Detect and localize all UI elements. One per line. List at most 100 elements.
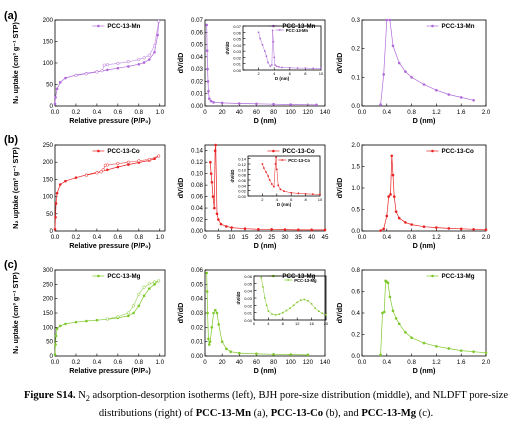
plot-frame — [361, 144, 487, 232]
legend-label: PCC-13-Mg — [107, 273, 140, 280]
x-tick-label: 45 — [322, 234, 329, 241]
x-tick-label: 0.4 — [93, 234, 102, 241]
data-point — [382, 227, 386, 231]
legend-label: PCC-13-Mn — [107, 23, 140, 30]
data-point — [257, 227, 260, 231]
x-tick-label: 2.0 — [482, 109, 491, 116]
data-point — [137, 159, 141, 163]
x-tick-label: 20 — [219, 109, 226, 116]
data-point — [315, 103, 318, 107]
inset-y-axis-label: dV/dD — [236, 291, 241, 305]
data-point — [391, 44, 395, 48]
x-tick-label: 0.8 — [407, 359, 416, 366]
y-tick-label: 0.0 — [351, 103, 360, 110]
data-point — [317, 310, 320, 313]
data-point — [285, 309, 288, 312]
x-tick-label: 0 — [203, 109, 207, 116]
data-point — [58, 183, 62, 186]
x-tick-label: 0 — [203, 359, 207, 366]
y-tick-label: 0.03 — [191, 66, 204, 73]
x-tick-label: 0 — [253, 321, 256, 326]
data-point — [214, 143, 217, 147]
data-point — [127, 163, 130, 166]
data-point — [220, 101, 224, 105]
x-tick-label: 1.0 — [155, 234, 164, 241]
data-point — [84, 72, 88, 76]
data-point — [267, 61, 269, 64]
data-point — [142, 294, 146, 298]
data-point — [209, 99, 213, 103]
data-point — [290, 191, 293, 194]
legend-label: PCC-13-Mn — [286, 28, 309, 33]
data-point — [58, 324, 62, 328]
data-point — [484, 228, 488, 232]
data-point — [54, 96, 57, 99]
data-point — [387, 195, 390, 198]
inset-x-axis-label: D (nm) — [275, 76, 290, 81]
data-point — [207, 337, 210, 341]
y-tick-label: 0.01 — [244, 311, 253, 316]
data-point — [394, 317, 398, 320]
x-tick-label: 20 — [255, 234, 262, 241]
data-point — [268, 179, 271, 181]
data-point — [270, 227, 273, 231]
data-point — [281, 311, 284, 314]
y-tick-label: 0.08 — [238, 173, 247, 178]
x-tick-label: 0.8 — [135, 234, 144, 241]
data-point — [142, 285, 146, 289]
x-tick-label: 60 — [253, 109, 260, 116]
data-point — [225, 225, 228, 228]
data-point — [275, 168, 278, 171]
data-point — [210, 180, 214, 184]
panel-c-nldft: 0.0 0.4 0.8 1.2 1.6 2.00.00.20.40.60.8D (nm)d… — [335, 267, 491, 375]
y-tick-label: 150 — [43, 310, 54, 317]
data-point — [132, 311, 135, 315]
panel-a-nldft: 0.0 0.4 0.8 1.2 1.6 2.0 0.0 0.1 0.2 0.3 D (nm) dV/d… — [335, 17, 491, 125]
data-point — [265, 55, 268, 58]
x-tick-label: 20 — [219, 359, 226, 366]
x-tick-label: 12 — [295, 321, 300, 326]
plot-frame — [242, 25, 322, 71]
y-tick-label: 0.02 — [244, 303, 253, 308]
x-tick-label: 0.6 — [114, 359, 123, 366]
x-tick-label: 16 — [309, 321, 314, 326]
panel-c-bjh-inset: 0 4 8 12 16 20 0.00 0.01 0.02 0.03 0.04 0.05 0.06 dV/… — [236, 274, 329, 326]
data-point — [206, 311, 209, 315]
x-tick-label: 8 — [304, 197, 307, 202]
y-tick-label: 0.05 — [233, 37, 242, 42]
data-point — [74, 176, 78, 179]
data-point — [100, 69, 104, 73]
x-axis-label: D (nm) — [254, 366, 277, 375]
y-tick-label: 0.1 — [351, 74, 360, 81]
data-point — [270, 183, 273, 185]
data-point — [54, 343, 57, 346]
legend-label: PCC-13-Mn — [282, 23, 315, 30]
data-point — [272, 40, 275, 43]
data-point — [262, 167, 265, 169]
y-tick-label: 0.2 — [351, 46, 360, 53]
data-point — [484, 351, 488, 355]
series-line-adsorption — [54, 155, 159, 230]
data-point — [385, 214, 389, 218]
data-point — [265, 171, 267, 173]
y-axis-label: dV/dD — [176, 53, 185, 74]
data-point — [410, 76, 413, 79]
caption-part-4: (a), — [251, 408, 271, 420]
x-tick-label: 0.4 — [382, 359, 391, 366]
data-point — [237, 351, 241, 355]
data-point — [207, 89, 210, 93]
data-point — [422, 83, 426, 86]
x-axis-label: Relative pressure (P/P₀) — [69, 241, 151, 250]
legend-swatch-marker — [272, 149, 275, 153]
y-tick-label: 300 — [43, 267, 54, 274]
series-line-0 — [260, 277, 327, 316]
y-tick-label: 50 — [46, 82, 53, 89]
data-point — [147, 53, 151, 57]
data-point — [303, 298, 306, 301]
data-point — [319, 193, 321, 196]
y-tick-label: 0.01 — [233, 62, 242, 67]
data-point — [58, 81, 62, 84]
panel-b-bjh-inset: 2 4 6 8 10 0.000.020.040.060.080.100.120.14 D … — [230, 155, 323, 207]
data-point — [237, 102, 241, 105]
y-tick-label: 0.02 — [191, 78, 204, 85]
